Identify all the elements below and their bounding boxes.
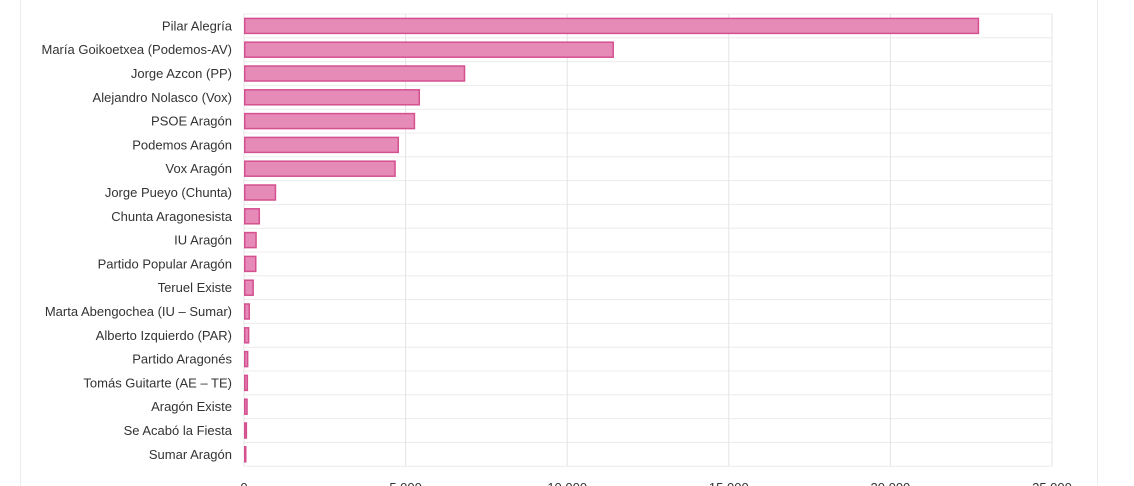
bar[interactable] bbox=[244, 17, 980, 35]
category-label: Tomás Guitarte (AE – TE) bbox=[83, 375, 232, 390]
bar[interactable] bbox=[244, 350, 249, 368]
category-label: María Goikoetxea (Podemos-AV) bbox=[42, 42, 233, 57]
category-label: Jorge Azcon (PP) bbox=[131, 66, 232, 81]
x-tick-label: 25.000 bbox=[1032, 480, 1072, 486]
category-label: Podemos Aragón bbox=[132, 137, 232, 152]
category-label: Vox Aragón bbox=[166, 161, 233, 176]
category-label: Partido Popular Aragón bbox=[98, 256, 232, 271]
bar[interactable] bbox=[244, 208, 261, 225]
bar[interactable] bbox=[244, 89, 421, 106]
x-tick-label: 5.000 bbox=[389, 480, 422, 486]
grid-lines bbox=[243, 13, 1053, 467]
category-label: Sumar Aragón bbox=[149, 447, 232, 462]
bar[interactable] bbox=[244, 160, 396, 177]
bar[interactable] bbox=[244, 184, 277, 201]
bar[interactable] bbox=[244, 446, 247, 463]
category-labels: Pilar Alegría María Goikoetxea (Podemos-A… bbox=[42, 18, 233, 461]
bar[interactable] bbox=[244, 65, 466, 82]
bars bbox=[244, 17, 980, 463]
bar[interactable] bbox=[244, 422, 248, 439]
bar[interactable] bbox=[244, 398, 248, 415]
x-tick-label: 20.000 bbox=[871, 480, 911, 486]
category-label: Alberto Izquierdo (PAR) bbox=[96, 328, 232, 343]
bar[interactable] bbox=[244, 327, 250, 344]
bar[interactable] bbox=[244, 279, 254, 296]
x-tick-label: 10.000 bbox=[547, 480, 587, 486]
category-label: Jorge Pueyo (Chunta) bbox=[105, 185, 232, 200]
x-tick-label: 0 bbox=[240, 480, 247, 486]
category-label: Marta Abengochea (IU – Sumar) bbox=[45, 304, 232, 319]
bar[interactable] bbox=[244, 374, 249, 392]
bar[interactable] bbox=[244, 303, 251, 320]
bar[interactable] bbox=[244, 231, 257, 249]
bar[interactable] bbox=[244, 255, 257, 273]
chart-frame bbox=[20, 0, 1098, 486]
category-label: PSOE Aragón bbox=[151, 114, 232, 129]
category-label: Alejandro Nolasco (Vox) bbox=[93, 90, 232, 105]
x-tick-label: 15.000 bbox=[709, 480, 749, 486]
bar[interactable] bbox=[244, 41, 614, 58]
category-label: Pilar Alegría bbox=[162, 18, 233, 33]
bar[interactable] bbox=[244, 112, 416, 130]
category-label: Chunta Aragonesista bbox=[111, 209, 232, 224]
category-label: Partido Aragonés bbox=[132, 352, 232, 367]
category-label: Aragón Existe bbox=[151, 399, 232, 414]
bar[interactable] bbox=[244, 136, 400, 154]
category-label: IU Aragón bbox=[174, 233, 232, 248]
category-label: Se Acabó la Fiesta bbox=[124, 423, 233, 438]
x-axis-ticks: 0 5.000 10.000 15.000 20.000 25.000 bbox=[240, 480, 1072, 486]
category-label: Teruel Existe bbox=[158, 280, 232, 295]
